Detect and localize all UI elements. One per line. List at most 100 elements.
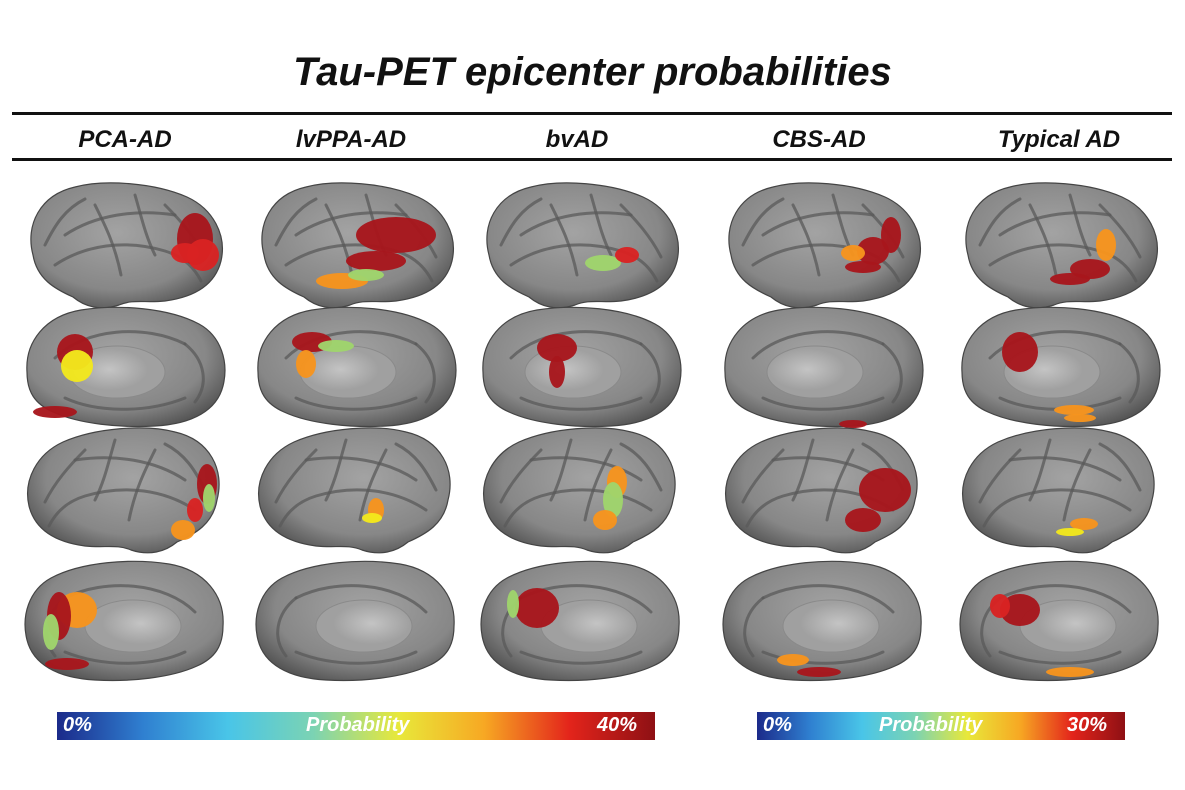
medial-wall-cbs-ad-left-medial	[766, 345, 864, 399]
brain-typical-ad-right-lateral	[962, 427, 1155, 554]
sulcus-lvppa-ad-right-medial-0	[294, 584, 428, 614]
medial-wall-lvppa-ad-left-medial	[299, 345, 397, 399]
brain-lvppa-ad-right-lateral	[258, 427, 451, 554]
sulcus-lvppa-ad-right-lateral-4	[394, 442, 438, 492]
sulcus-cbs-ad-right-lateral-5	[741, 448, 785, 504]
sulcus-pca-ad-left-lateral-2	[93, 203, 123, 277]
sulcus-bvad-right-lateral-1	[503, 488, 653, 528]
epicenter-patch-pca-ad-left-lateral-2	[171, 243, 199, 263]
sulcus-typical-ad-left-lateral-4	[978, 197, 1022, 247]
sulcus-lvppa-ad-right-lateral-2	[358, 448, 388, 522]
brain-pca-ad-left-lateral	[30, 182, 223, 309]
sulcus-typical-ad-right-medial-1	[998, 650, 1122, 665]
sulcus-typical-ad-left-lateral-5	[1098, 203, 1142, 259]
epicenter-patch-cbs-ad-left-lateral-1	[841, 245, 865, 261]
epicenter-patch-pca-ad-right-lateral-3	[187, 498, 203, 522]
brain-bvad-left-medial	[482, 306, 682, 428]
epicenter-patch-typical-ad-left-medial-2	[1064, 414, 1096, 422]
colorbar-30-center-label: Probability	[879, 714, 983, 736]
brain-pca-ad-left-medial	[26, 306, 226, 428]
sulcus-bvad-right-lateral-0	[529, 456, 643, 482]
sulcus-typical-ad-right-lateral-3	[1028, 438, 1052, 502]
brain-lvppa-ad-left-lateral	[261, 182, 454, 309]
figure-title: Tau-PET epicenter probabilities	[293, 50, 892, 94]
epicenter-patch-typical-ad-right-medial-0	[1000, 594, 1040, 626]
epicenter-patch-lvppa-ad-right-lateral-1	[362, 513, 382, 523]
sulcus-typical-ad-left-lateral-2	[1028, 203, 1058, 277]
medial-wall-lvppa-ad-right-medial	[315, 599, 413, 653]
epicenter-patch-typical-ad-right-lateral-1	[1056, 528, 1084, 536]
colorbar-40-max-label: 40%	[597, 714, 638, 736]
sulcus-lvppa-ad-left-medial-1	[294, 396, 418, 411]
sulcus-bvad-right-lateral-2	[583, 448, 613, 522]
epicenter-patch-bvad-right-lateral-2	[593, 510, 617, 530]
sulcus-bvad-right-lateral-4	[619, 442, 663, 492]
sulcus-lvppa-ad-right-medial-2	[276, 596, 298, 658]
brain-cbs-ad-left-medial	[724, 306, 924, 428]
epicenter-patch-lvppa-ad-left-lateral-3	[348, 269, 384, 281]
sulcus-cbs-ad-left-medial-0	[751, 330, 885, 360]
medial-wall-pca-ad-right-medial	[84, 599, 182, 653]
epicenter-patch-typical-ad-left-medial-0	[1002, 332, 1038, 372]
epicenter-patch-cbs-ad-right-lateral-0	[859, 468, 911, 512]
epicenter-patch-bvad-right-medial-1	[507, 590, 519, 618]
epicenter-patch-cbs-ad-left-lateral-3	[845, 261, 881, 273]
brain-lvppa-ad-left-medial	[257, 306, 457, 428]
brain-cbs-ad-right-medial	[722, 560, 922, 682]
colorbar-30-max-label: 30%	[1067, 714, 1108, 736]
sulcus-lvppa-ad-right-medial-1	[294, 650, 418, 665]
sulcus-cbs-ad-right-medial-0	[761, 584, 895, 614]
sulcus-pca-ad-right-medial-1	[63, 650, 187, 665]
epicenter-patch-pca-ad-left-medial-1	[61, 350, 93, 382]
brain-cbs-ad-right-lateral	[725, 427, 918, 554]
brain-cbs-ad-left-lateral	[728, 182, 921, 309]
header-top-rule	[12, 112, 1172, 115]
brain-typical-ad-right-medial	[959, 560, 1159, 682]
epicenter-patch-lvppa-ad-left-medial-1	[318, 340, 354, 352]
epicenter-patch-typical-ad-right-lateral-0	[1070, 518, 1098, 530]
colorbar-40-min-label: 0%	[63, 714, 92, 736]
colorbar-30: 0% Probability 30%	[757, 712, 1125, 740]
epicenter-patch-cbs-ad-left-lateral-2	[881, 217, 901, 253]
epicenter-patch-bvad-left-lateral-0	[585, 255, 621, 271]
brain-bvad-right-medial	[480, 560, 680, 682]
epicenter-patch-typical-ad-left-lateral-2	[1050, 273, 1090, 285]
sulcus-pca-ad-right-lateral-0	[73, 456, 187, 482]
epicenter-patch-cbs-ad-right-medial-0	[777, 654, 809, 666]
sulcus-bvad-left-lateral-1	[509, 243, 659, 283]
brain-lvppa-ad-right-medial	[255, 560, 455, 682]
epicenter-patch-bvad-left-medial-1	[549, 356, 565, 388]
sulcus-bvad-left-lateral-5	[619, 203, 663, 259]
epicenter-patch-bvad-right-lateral-1	[603, 482, 623, 518]
sulcus-pca-ad-left-lateral-3	[133, 193, 157, 257]
brain-bvad-left-lateral	[486, 182, 679, 309]
sulcus-bvad-right-lateral-5	[499, 448, 543, 504]
sulcus-bvad-left-lateral-0	[519, 211, 633, 237]
column-header-bvad: bvAD	[545, 126, 609, 153]
sulcus-lvppa-ad-left-lateral-0	[294, 211, 408, 237]
sulcus-cbs-ad-left-lateral-0	[761, 211, 875, 237]
sulcus-typical-ad-right-lateral-1	[982, 488, 1132, 528]
sulcus-cbs-ad-left-lateral-4	[741, 197, 785, 247]
sulcus-typical-ad-left-medial-2	[1118, 342, 1140, 404]
sulcus-pca-ad-left-lateral-0	[63, 211, 177, 237]
sulcus-typical-ad-right-lateral-5	[978, 448, 1022, 504]
epicenter-patch-bvad-left-lateral-1	[615, 247, 639, 263]
epicenter-patch-pca-ad-right-lateral-2	[171, 520, 195, 540]
epicenter-patch-pca-ad-right-medial-3	[45, 658, 89, 670]
epicenter-patch-bvad-left-medial-0	[537, 334, 577, 362]
epicenter-patch-typical-ad-right-medial-2	[1046, 667, 1094, 677]
sulcus-cbs-ad-right-lateral-3	[791, 438, 815, 502]
epicenter-patch-pca-ad-right-lateral-1	[203, 484, 215, 512]
epicenter-patch-cbs-ad-left-lateral-0	[857, 237, 889, 265]
sulcus-typical-ad-left-lateral-0	[998, 211, 1112, 237]
epicenter-patch-typical-ad-right-medial-1	[990, 594, 1010, 618]
epicenter-patch-cbs-ad-right-lateral-1	[845, 508, 881, 532]
sulcus-pca-ad-left-medial-2	[183, 342, 205, 404]
sulcus-lvppa-ad-left-lateral-4	[274, 197, 318, 247]
epicenter-patch-lvppa-ad-left-lateral-0	[356, 217, 436, 253]
header-bottom-rule	[12, 158, 1172, 161]
sulcus-bvad-left-medial-0	[509, 330, 643, 360]
epicenter-patch-pca-ad-right-medial-2	[43, 614, 59, 650]
sulcus-bvad-right-medial-1	[519, 650, 643, 665]
